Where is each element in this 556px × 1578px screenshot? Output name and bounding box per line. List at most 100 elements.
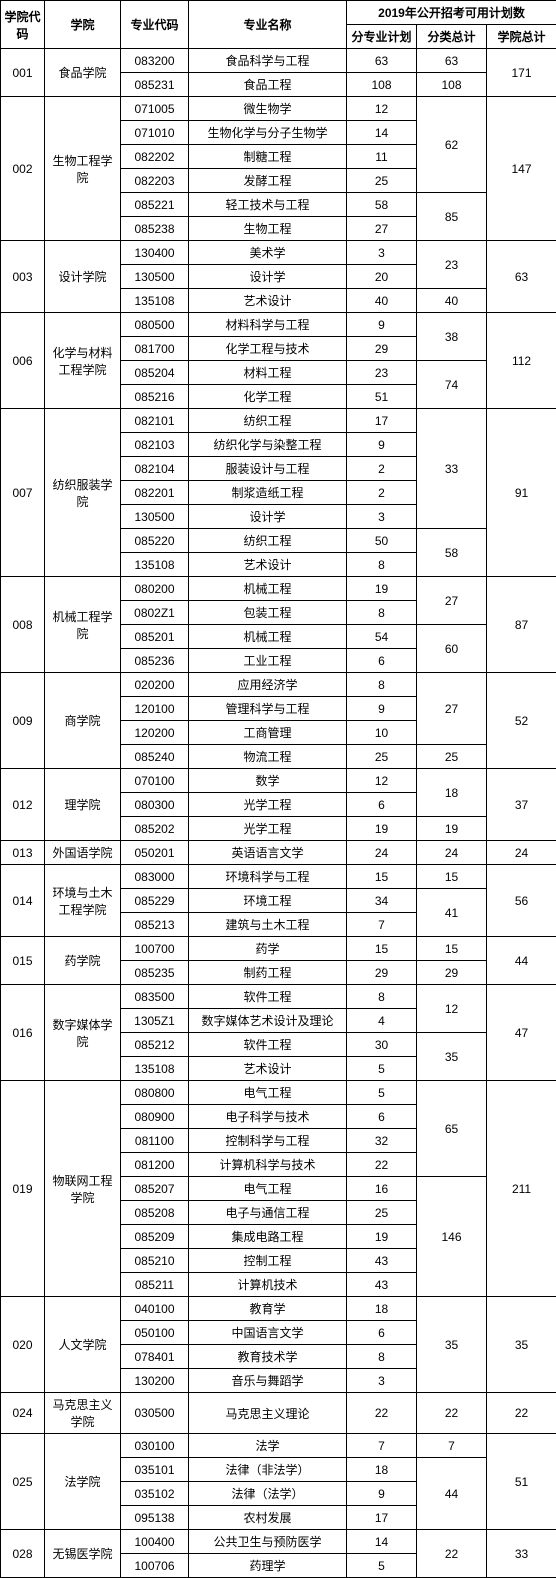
cell-major-code: 085211 [121,1273,189,1297]
cell-college-total: 47 [487,985,556,1081]
cell-major-name: 光学工程 [189,817,347,841]
cell-major-name: 中国语言文学 [189,1321,347,1345]
cell-plan: 18 [347,1458,417,1482]
cell-major-name: 纺织化学与染整工程 [189,433,347,457]
cell-college-name: 无锡医学院 [45,1530,121,1578]
cell-plan: 5 [347,1081,417,1105]
cell-plan: 25 [347,745,417,769]
table-row: 001食品学院083200食品科学与工程6363171 [1,49,556,73]
cell-major-name: 艺术设计 [189,1057,347,1081]
table-row: 016数字媒体学院083500软件工程81247 [1,985,556,1009]
cell-cat-total: 22 [417,1530,487,1578]
cell-major-name: 工商管理 [189,721,347,745]
cell-college-code: 014 [1,865,45,937]
cell-plan: 30 [347,1033,417,1057]
cell-major-code: 130200 [121,1369,189,1393]
cell-plan: 8 [347,553,417,577]
cell-plan: 108 [347,73,417,97]
cell-major-name: 轻工技术与工程 [189,193,347,217]
table-row: 019物联网工程学院080800电气工程565211 [1,1081,556,1105]
cell-college-total: 52 [487,673,556,769]
cell-major-code: 130500 [121,505,189,529]
cell-college-total: 24 [487,841,556,865]
cell-major-code: 080800 [121,1081,189,1105]
cell-cat-total: 29 [417,961,487,985]
cell-cat-total: 40 [417,289,487,313]
cell-college-name: 生物工程学院 [45,97,121,241]
cell-college-name: 马克思主义学院 [45,1393,121,1434]
cell-major-code: 082101 [121,409,189,433]
cell-college-name: 环境与土木工程学院 [45,865,121,937]
cell-major-name: 控制工程 [189,1249,347,1273]
cell-major-code: 080200 [121,577,189,601]
cell-plan: 2 [347,457,417,481]
cell-major-code: 080500 [121,313,189,337]
cell-major-name: 生物工程 [189,217,347,241]
cell-major-name: 发酵工程 [189,169,347,193]
cell-major-code: 080300 [121,793,189,817]
cell-college-name: 机械工程学院 [45,577,121,673]
cell-major-code: 085210 [121,1249,189,1273]
cell-major-code: 0802Z1 [121,601,189,625]
cell-major-code: 085204 [121,361,189,385]
cell-major-name: 电子科学与技术 [189,1105,347,1129]
cell-cat-total: 38 [417,313,487,361]
header-plan: 分专业计划 [347,25,417,49]
cell-plan: 54 [347,625,417,649]
cell-major-code: 082104 [121,457,189,481]
cell-major-name: 化学工程与技术 [189,337,347,361]
cell-major-name: 电气工程 [189,1177,347,1201]
cell-cat-total: 85 [417,193,487,241]
cell-cat-total: 74 [417,361,487,409]
cell-plan: 9 [347,1482,417,1506]
cell-major-code: 078401 [121,1345,189,1369]
cell-cat-total: 60 [417,625,487,673]
header-major-code: 专业代码 [121,1,189,49]
cell-major-code: 040100 [121,1297,189,1321]
cell-plan: 2 [347,481,417,505]
cell-major-code: 035102 [121,1482,189,1506]
cell-plan: 10 [347,721,417,745]
cell-major-code: 1305Z1 [121,1009,189,1033]
cell-plan: 22 [347,1153,417,1177]
header-cat-total: 分类总计 [417,25,487,49]
cell-plan: 11 [347,145,417,169]
cell-plan: 23 [347,361,417,385]
cell-plan: 34 [347,889,417,913]
table-row: 012理学院070100数学121837 [1,769,556,793]
cell-major-name: 化学工程 [189,385,347,409]
cell-major-name: 物流工程 [189,745,347,769]
enrollment-table: 学院代码 学院 专业代码 专业名称 2019年公开招考可用计划数 分专业计划 分… [0,0,556,1578]
cell-cat-total: 41 [417,889,487,937]
cell-cat-total: 27 [417,577,487,625]
cell-major-name: 美术学 [189,241,347,265]
table-row: 024马克思主义学院030500马克思主义理论222222 [1,1393,556,1434]
cell-college-name: 食品学院 [45,49,121,97]
cell-major-code: 082203 [121,169,189,193]
cell-major-code: 130400 [121,241,189,265]
cell-plan: 9 [347,433,417,457]
cell-major-name: 数字媒体艺术设计及理论 [189,1009,347,1033]
cell-major-name: 制糖工程 [189,145,347,169]
cell-plan: 5 [347,1554,417,1578]
cell-plan: 43 [347,1249,417,1273]
cell-plan: 43 [347,1273,417,1297]
cell-major-name: 英语语言文学 [189,841,347,865]
cell-major-name: 制浆造纸工程 [189,481,347,505]
table-header: 学院代码 学院 专业代码 专业名称 2019年公开招考可用计划数 分专业计划 分… [1,1,556,49]
cell-major-code: 070100 [121,769,189,793]
cell-plan: 8 [347,985,417,1009]
cell-college-code: 015 [1,937,45,985]
cell-college-name: 数字媒体学院 [45,985,121,1081]
cell-major-code: 135108 [121,289,189,313]
cell-major-code: 120200 [121,721,189,745]
cell-cat-total: 22 [417,1393,487,1434]
cell-major-code: 085202 [121,817,189,841]
cell-major-name: 药理学 [189,1554,347,1578]
cell-major-name: 软件工程 [189,1033,347,1057]
cell-major-code: 135108 [121,553,189,577]
cell-college-total: 112 [487,313,556,409]
cell-major-code: 085240 [121,745,189,769]
cell-major-code: 030100 [121,1434,189,1458]
cell-plan: 14 [347,1530,417,1554]
